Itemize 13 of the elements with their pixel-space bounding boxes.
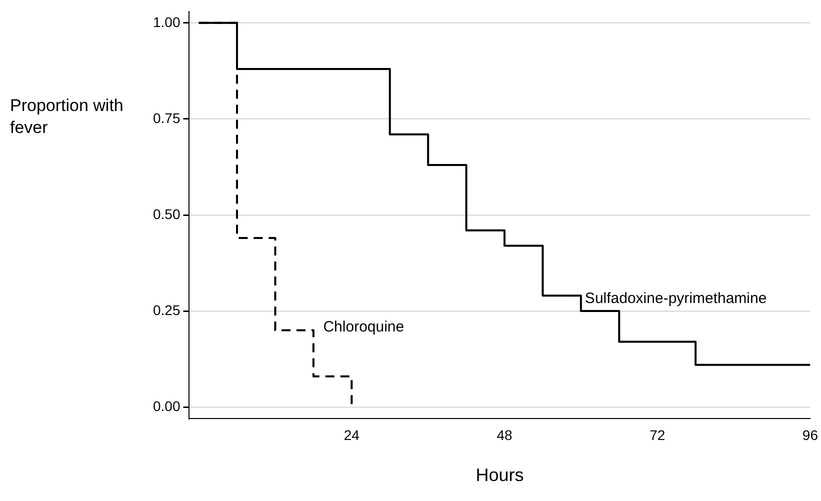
series-label: Chloroquine <box>323 318 404 336</box>
x-axis-title: Hours <box>476 465 524 486</box>
y-tick-label: 0.75 <box>153 110 180 126</box>
x-tick-label: 72 <box>650 426 666 443</box>
series-label: Sulfadoxine-pyrimethamine <box>584 290 767 308</box>
x-tick-label: 24 <box>344 426 360 443</box>
y-tick-label: 0.25 <box>153 302 180 318</box>
x-tick-label: 48 <box>496 426 513 443</box>
y-axis-title: Proportion with fever <box>10 95 124 139</box>
y-tick-label: 1.00 <box>153 14 180 30</box>
x-tick-label: 96 <box>802 426 818 443</box>
y-tick-label: 0.00 <box>153 398 180 414</box>
y-tick-label: 0.50 <box>153 206 180 222</box>
